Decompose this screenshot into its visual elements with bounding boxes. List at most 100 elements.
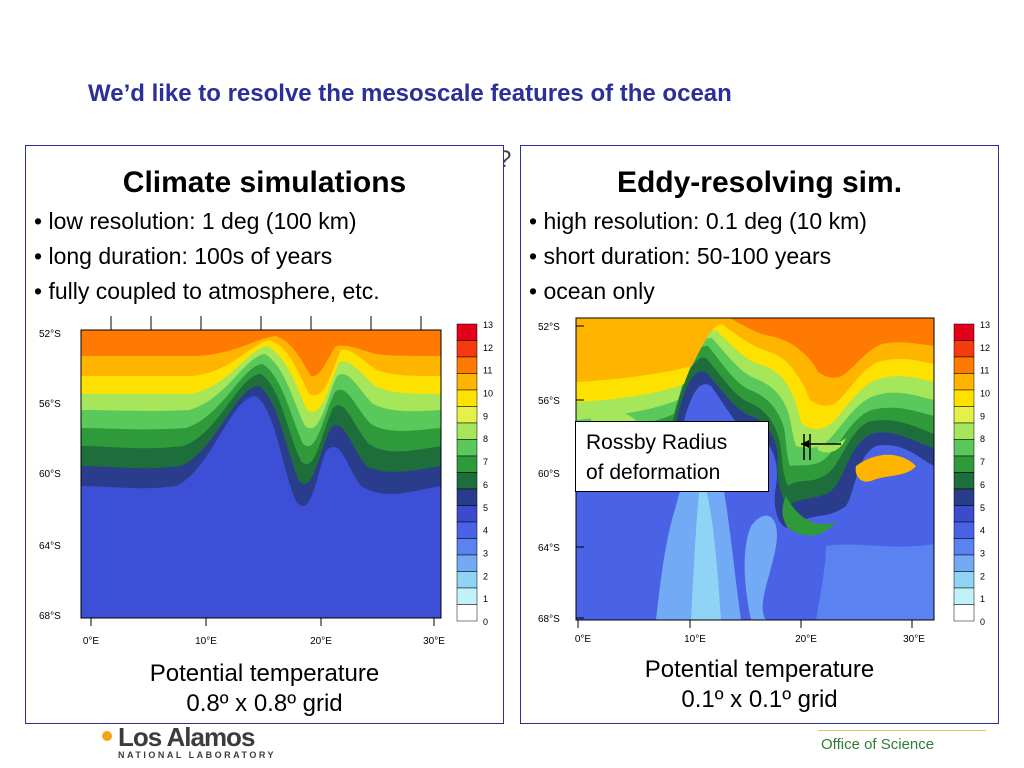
lat-tick-label: 60°S bbox=[538, 469, 560, 480]
lat-tick-label: 52°S bbox=[39, 329, 61, 340]
colorbar-label: 9 bbox=[980, 411, 985, 421]
colorbar-label: 10 bbox=[483, 389, 493, 399]
colorbar-swatch bbox=[456, 604, 478, 622]
caption-line: 0.1º x 0.1º grid bbox=[681, 686, 838, 713]
bullet-item: low resolution: 1 deg (100 km) bbox=[34, 204, 380, 239]
colorbar-swatch bbox=[953, 406, 975, 424]
colorbar-label: 5 bbox=[980, 503, 985, 513]
lat-tick-label: 68°S bbox=[39, 611, 61, 622]
colorbar-swatch bbox=[953, 604, 975, 622]
lat-tick-label: 64°S bbox=[39, 541, 61, 552]
map-caption: Potential temperature 0.8º x 0.8º grid bbox=[26, 659, 503, 719]
colorbar-swatch bbox=[953, 373, 975, 391]
lat-tick-labels: 52°S 56°S 60°S 64°S 68°S bbox=[39, 329, 61, 622]
colorbar-swatch bbox=[953, 356, 975, 374]
rossby-radius-marker bbox=[801, 434, 841, 460]
coarse-map-field bbox=[81, 330, 441, 618]
bullet-item: short duration: 50-100 years bbox=[529, 239, 867, 274]
bullet-item: fully coupled to atmosphere, etc. bbox=[34, 274, 379, 309]
footer-divider bbox=[818, 730, 986, 731]
logo-dot-icon bbox=[102, 731, 112, 741]
slide-title: We’d like to resolve the mesoscale featu… bbox=[88, 80, 732, 107]
lon-tick-label: 20°E bbox=[310, 636, 332, 646]
colorbar-label: 5 bbox=[483, 503, 488, 513]
lat-tick-label: 56°S bbox=[39, 399, 61, 410]
colorbar-swatch bbox=[456, 455, 478, 473]
lon-tick-labels: 0°E 10°E 20°E 30°E bbox=[575, 634, 925, 645]
colorbar-label: 3 bbox=[483, 548, 488, 558]
colorbar-swatch bbox=[456, 538, 478, 556]
colorbar-swatch bbox=[953, 323, 975, 341]
colorbar-label: 6 bbox=[980, 480, 985, 490]
colorbar-swatch bbox=[953, 340, 975, 358]
colorbar-swatch bbox=[456, 389, 478, 407]
colorbar-swatch bbox=[953, 455, 975, 473]
colorbar-label: 10 bbox=[980, 389, 990, 399]
colorbar-swatch bbox=[456, 373, 478, 391]
colorbar-swatch bbox=[953, 571, 975, 589]
bullet-item: high resolution: 0.1 deg (10 km) bbox=[529, 204, 866, 239]
colorbar-swatch bbox=[456, 406, 478, 424]
coarse-temperature-map: 52°S 56°S 60°S 64°S 68°S 0°E 10°E 20°E 3… bbox=[39, 316, 493, 646]
lat-tick-labels: 52°S 56°S 60°S 64°S 68°S bbox=[538, 322, 560, 625]
colorbar-label: 2 bbox=[483, 571, 488, 581]
colorbar-label: 8 bbox=[483, 434, 488, 444]
colorbar-swatch bbox=[953, 472, 975, 490]
lon-tick-label: 20°E bbox=[795, 634, 817, 645]
rossby-radius-callout: Rossby Radius of deformation bbox=[575, 421, 769, 492]
colorbar-label: 0 bbox=[980, 617, 985, 627]
colorbar-label: 7 bbox=[980, 457, 985, 467]
colorbar-label: 13 bbox=[980, 320, 990, 330]
colorbar-swatch bbox=[456, 505, 478, 523]
colorbar-swatch bbox=[456, 521, 478, 539]
colorbar-label: 1 bbox=[483, 594, 488, 604]
colorbar-swatch bbox=[456, 554, 478, 572]
colorbar-swatch bbox=[953, 422, 975, 440]
colorbar-label: 1 bbox=[980, 594, 985, 604]
colorbar-swatch bbox=[953, 521, 975, 539]
colorbar-swatch bbox=[953, 538, 975, 556]
lon-tick-label: 10°E bbox=[684, 634, 706, 645]
colorbar-label: 11 bbox=[980, 366, 989, 376]
colorbar-label: 9 bbox=[483, 411, 488, 421]
colorbar-label: 6 bbox=[483, 480, 488, 490]
caption-line: Potential temperature bbox=[149, 660, 380, 687]
lat-tick-label: 68°S bbox=[538, 614, 560, 625]
lat-tick-label: 52°S bbox=[538, 322, 560, 333]
eddy-map-field bbox=[576, 318, 934, 620]
caption-line: 0.8º x 0.8º grid bbox=[186, 690, 343, 717]
lon-tick-label: 10°E bbox=[195, 636, 217, 646]
rossby-arrowhead bbox=[801, 440, 809, 448]
lat-tick-label: 60°S bbox=[39, 469, 61, 480]
colorbar-label: 7 bbox=[483, 457, 488, 467]
colorbar-label: 4 bbox=[980, 526, 985, 536]
bullet-item: long duration: 100s of years bbox=[34, 239, 380, 274]
eddy-temperature-map: 52°S 56°S 60°S 64°S 68°S 0°E 10°E 20°E 3… bbox=[538, 317, 990, 645]
colorbar-swatch bbox=[456, 439, 478, 457]
los-alamos-logo: Los Alamos NATIONAL LABORATORY bbox=[88, 722, 338, 766]
colorbar-swatch bbox=[953, 439, 975, 457]
colorbar-swatch bbox=[953, 505, 975, 523]
colorbar-label: 4 bbox=[483, 526, 488, 536]
colorbar-swatch bbox=[953, 488, 975, 506]
lon-tick-label: 0°E bbox=[83, 636, 100, 646]
logo-subtitle: NATIONAL LABORATORY bbox=[118, 750, 276, 760]
lon-tick-label: 0°E bbox=[575, 634, 592, 645]
colorbar-swatch bbox=[456, 472, 478, 490]
lon-tick-label: 30°E bbox=[903, 634, 925, 645]
colorbar-swatch bbox=[456, 422, 478, 440]
map-ticks bbox=[90, 316, 435, 626]
lat-tick-label: 64°S bbox=[538, 543, 560, 554]
office-of-science-label: Office of Science bbox=[821, 736, 935, 753]
map-caption: Potential temperature 0.1º x 0.1º grid bbox=[521, 655, 998, 715]
colorbar-label: 12 bbox=[483, 343, 493, 353]
bullet-list: low resolution: 1 deg (100 km) long dura… bbox=[34, 204, 380, 309]
bullet-list: high resolution: 0.1 deg (10 km) short d… bbox=[529, 204, 867, 309]
colorbar-label: 2 bbox=[980, 571, 985, 581]
colorbar-label: 0 bbox=[483, 617, 488, 627]
colorbar-label: 12 bbox=[980, 343, 990, 353]
colorbar-swatch bbox=[953, 587, 975, 605]
colorbar-swatch bbox=[953, 389, 975, 407]
